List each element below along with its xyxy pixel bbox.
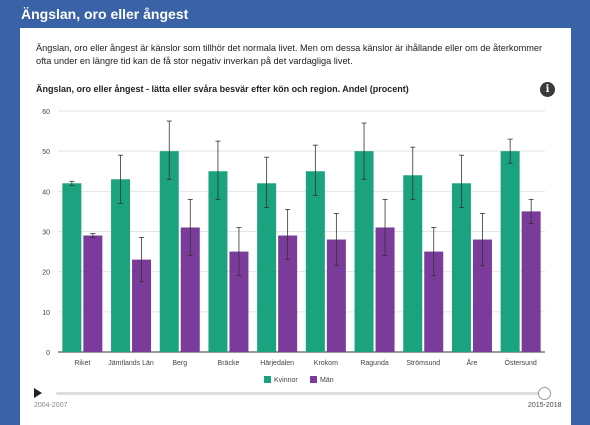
bar-man — [83, 235, 103, 352]
bar-kvinnor — [208, 171, 228, 352]
page-title: Ängslan, oro eller ångest — [21, 6, 189, 22]
x-tick-label: Strömsund — [406, 360, 440, 367]
chart-title: Ängslan, oro eller ångest - lätta eller … — [36, 84, 409, 94]
x-tick-label: Ragunda — [360, 360, 389, 367]
bar-kvinnor — [305, 171, 325, 352]
y-tick-label: 30 — [42, 230, 50, 237]
legend-swatch — [264, 376, 271, 383]
bar-kvinnor — [257, 183, 277, 352]
y-tick-label: 10 — [42, 310, 50, 317]
bar-man — [326, 239, 346, 352]
bar-man — [132, 259, 152, 352]
x-tick-label: Riket — [74, 360, 90, 367]
bar-man — [278, 235, 298, 352]
bar-kvinnor — [354, 151, 374, 352]
y-tick-label: 60 — [42, 109, 50, 116]
bar-kvinnor — [62, 183, 82, 352]
play-button[interactable] — [34, 388, 42, 398]
bar-man — [521, 211, 541, 352]
bar-kvinnor — [111, 179, 131, 352]
bar-kvinnor — [403, 175, 423, 352]
intro-text: Ängslan, oro eller ångest är känslor som… — [36, 43, 543, 66]
legend-label: Män — [320, 377, 334, 384]
bar-kvinnor — [451, 183, 471, 352]
timeline-end-label: 2015-2018 — [528, 402, 562, 409]
timeline-start-label: 2004-2007 — [34, 402, 68, 409]
x-tick-label: Krokom — [314, 360, 338, 367]
bar-kvinnor — [159, 151, 179, 352]
bar-man — [375, 227, 395, 352]
timeline-slider-track[interactable] — [56, 392, 540, 395]
x-tick-label: Berg — [172, 360, 187, 367]
x-tick-label: Jämtlands Län — [108, 360, 154, 367]
chart-card: Ängslan, oro eller ångest är känslor som… — [20, 28, 571, 425]
y-tick-label: 20 — [42, 270, 50, 277]
legend-swatch — [310, 376, 317, 383]
bar-man — [180, 227, 200, 352]
x-tick-label: Östersund — [505, 359, 537, 367]
bar-kvinnor — [500, 151, 520, 352]
info-icon[interactable]: i — [540, 82, 555, 97]
y-tick-label: 40 — [42, 189, 50, 196]
bar-chart: 0 10 20 30 40 50 60 Riket Jämtlands Län Berg Bräck… — [42, 109, 545, 384]
y-tick-label: 0 — [46, 350, 50, 357]
bar-man — [472, 239, 492, 352]
bar-man — [424, 251, 444, 352]
legend-label: Kvinnor — [274, 377, 298, 384]
timeline-slider-handle[interactable] — [538, 387, 551, 400]
x-tick-label: Åre — [466, 358, 477, 367]
bar-man — [229, 251, 249, 352]
x-tick-label: Härjedalen — [260, 360, 294, 367]
y-tick-label: 50 — [42, 149, 50, 156]
x-tick-label: Bräcke — [218, 360, 240, 367]
